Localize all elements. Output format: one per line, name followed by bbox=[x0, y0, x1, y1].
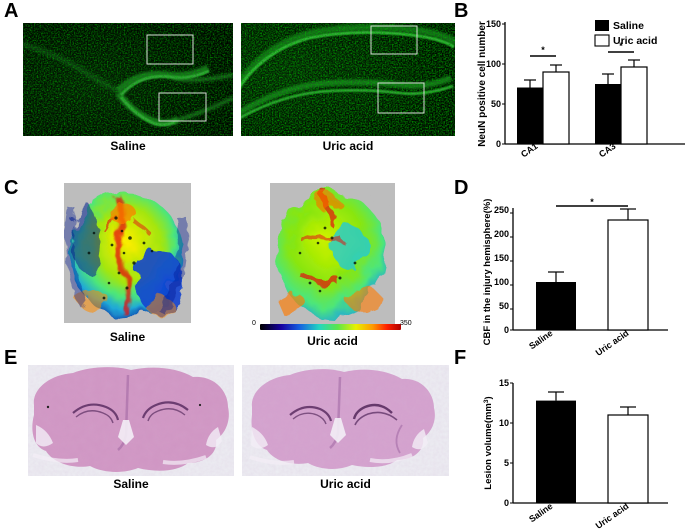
svg-text:Saline: Saline bbox=[527, 501, 554, 524]
svg-text:0: 0 bbox=[496, 139, 501, 149]
svg-text:100: 100 bbox=[486, 59, 501, 69]
svg-text:NeuN positive cell number: NeuN positive cell number bbox=[477, 21, 488, 147]
svg-text:Uric acid: Uric acid bbox=[594, 328, 631, 358]
svg-text:50: 50 bbox=[491, 99, 501, 109]
svg-text:250: 250 bbox=[494, 205, 509, 215]
svg-text:CBF in the injury hemisphere(%: CBF in the injury hemisphere(%) bbox=[482, 199, 493, 346]
svg-text:Uric acid: Uric acid bbox=[613, 35, 657, 47]
svg-text:15: 15 bbox=[499, 378, 509, 388]
svg-text:100: 100 bbox=[494, 277, 509, 287]
svg-text:Lesion volume(mm3): Lesion volume(mm3) bbox=[483, 396, 494, 489]
svg-text:50: 50 bbox=[499, 301, 509, 311]
svg-text:*: * bbox=[590, 197, 594, 207]
svg-text:Uric acid: Uric acid bbox=[594, 501, 631, 531]
svg-text:0: 0 bbox=[504, 325, 509, 335]
svg-text:*: * bbox=[541, 45, 545, 55]
svg-text:150: 150 bbox=[486, 19, 501, 29]
svg-text:150: 150 bbox=[494, 253, 509, 263]
svg-text:5: 5 bbox=[504, 458, 509, 468]
svg-text:Saline: Saline bbox=[527, 328, 554, 351]
svg-text:10: 10 bbox=[499, 418, 509, 428]
svg-text:200: 200 bbox=[494, 229, 509, 239]
svg-text:Saline: Saline bbox=[613, 20, 644, 32]
svg-text:0: 0 bbox=[504, 498, 509, 508]
